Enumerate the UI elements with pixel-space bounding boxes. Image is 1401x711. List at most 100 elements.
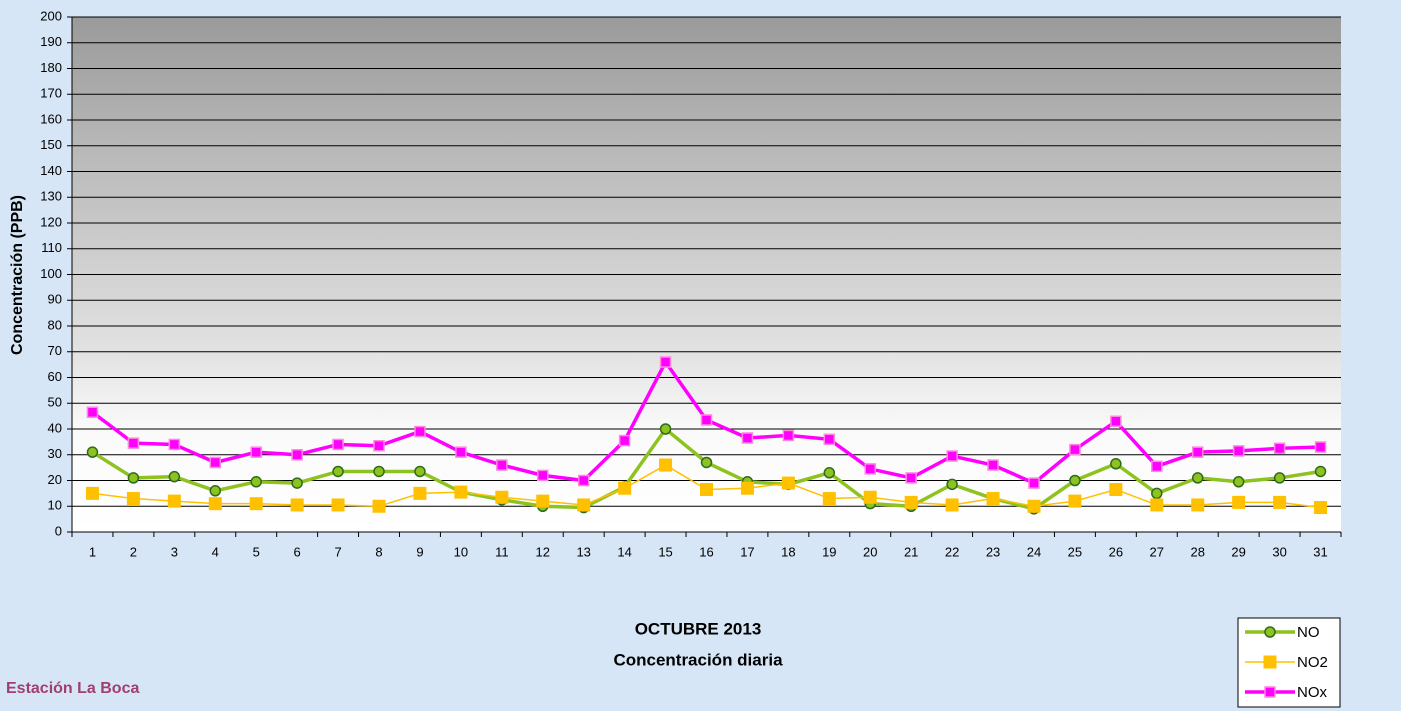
marker bbox=[250, 497, 263, 510]
y-axis-title: Concentración (PPB) bbox=[9, 195, 26, 355]
marker bbox=[946, 498, 959, 511]
marker bbox=[333, 466, 343, 476]
x-tick-label: 14 bbox=[617, 544, 631, 559]
legend-marker bbox=[1264, 656, 1277, 669]
marker bbox=[169, 439, 179, 449]
marker bbox=[292, 450, 302, 460]
marker bbox=[87, 447, 97, 457]
marker bbox=[210, 457, 220, 467]
chart-subtitle: Concentración diaria bbox=[613, 650, 783, 669]
marker bbox=[618, 482, 631, 495]
x-tick-label: 30 bbox=[1272, 544, 1286, 559]
marker bbox=[905, 496, 918, 509]
marker bbox=[1275, 443, 1285, 453]
marker bbox=[413, 487, 426, 500]
x-tick-label: 5 bbox=[253, 544, 260, 559]
x-tick-label: 19 bbox=[822, 544, 836, 559]
marker bbox=[169, 472, 179, 482]
x-tick-label: 13 bbox=[576, 544, 590, 559]
marker bbox=[1029, 478, 1039, 488]
x-tick-label: 6 bbox=[294, 544, 301, 559]
marker bbox=[291, 498, 304, 511]
x-tick-label: 28 bbox=[1190, 544, 1204, 559]
marker bbox=[538, 470, 548, 480]
legend-label: NO bbox=[1297, 624, 1320, 641]
marker bbox=[1314, 501, 1327, 514]
marker bbox=[577, 498, 590, 511]
marker bbox=[127, 492, 140, 505]
marker bbox=[1111, 459, 1121, 469]
y-tick-label: 70 bbox=[48, 343, 62, 358]
marker bbox=[128, 473, 138, 483]
y-tick-label: 170 bbox=[40, 86, 62, 101]
x-tick-label: 24 bbox=[1027, 544, 1041, 559]
marker bbox=[1275, 473, 1285, 483]
marker bbox=[1150, 498, 1163, 511]
x-tick-label: 17 bbox=[740, 544, 754, 559]
x-tick-label: 29 bbox=[1231, 544, 1245, 559]
marker bbox=[495, 491, 508, 504]
marker bbox=[86, 487, 99, 500]
x-tick-label: 22 bbox=[945, 544, 959, 559]
y-tick-label: 20 bbox=[48, 472, 62, 487]
marker bbox=[1068, 495, 1081, 508]
y-tick-label: 190 bbox=[40, 34, 62, 49]
x-tick-label: 2 bbox=[130, 544, 137, 559]
marker bbox=[292, 478, 302, 488]
y-tick-label: 10 bbox=[48, 498, 62, 513]
x-tick-label: 10 bbox=[454, 544, 468, 559]
y-tick-label: 30 bbox=[48, 446, 62, 461]
marker bbox=[1191, 498, 1204, 511]
x-tick-label: 9 bbox=[416, 544, 423, 559]
marker bbox=[702, 457, 712, 467]
marker bbox=[661, 424, 671, 434]
legend-marker bbox=[1265, 627, 1275, 637]
marker bbox=[1111, 416, 1121, 426]
x-tick-label: 1 bbox=[89, 544, 96, 559]
marker bbox=[702, 415, 712, 425]
marker bbox=[824, 468, 834, 478]
y-tick-label: 180 bbox=[40, 60, 62, 75]
marker bbox=[1027, 500, 1040, 513]
chart: Concentración (PPB) OCTUBRE 2013 Concent… bbox=[0, 0, 1401, 711]
station-label: Estación La Boca bbox=[6, 680, 139, 697]
marker bbox=[988, 460, 998, 470]
marker bbox=[373, 500, 386, 513]
marker bbox=[947, 479, 957, 489]
marker bbox=[415, 427, 425, 437]
marker bbox=[700, 483, 713, 496]
marker bbox=[374, 466, 384, 476]
marker bbox=[865, 464, 875, 474]
marker bbox=[209, 497, 222, 510]
marker bbox=[1234, 446, 1244, 456]
marker bbox=[536, 495, 549, 508]
marker bbox=[497, 460, 507, 470]
marker bbox=[415, 466, 425, 476]
marker bbox=[128, 438, 138, 448]
x-tick-label: 3 bbox=[171, 544, 178, 559]
x-tick-label: 16 bbox=[699, 544, 713, 559]
marker bbox=[823, 492, 836, 505]
marker bbox=[579, 476, 589, 486]
marker bbox=[1273, 496, 1286, 509]
y-tick-label: 200 bbox=[40, 8, 62, 23]
y-tick-label: 110 bbox=[41, 240, 62, 255]
marker bbox=[1193, 447, 1203, 457]
marker bbox=[456, 447, 466, 457]
y-tick-label: 150 bbox=[40, 137, 62, 152]
marker bbox=[906, 473, 916, 483]
x-tick-label: 8 bbox=[375, 544, 382, 559]
marker bbox=[1152, 461, 1162, 471]
chart-title: OCTUBRE 2013 bbox=[635, 619, 762, 638]
x-tick-label: 25 bbox=[1068, 544, 1082, 559]
marker bbox=[1232, 496, 1245, 509]
marker bbox=[251, 477, 261, 487]
x-tick-label: 26 bbox=[1109, 544, 1123, 559]
marker bbox=[1152, 488, 1162, 498]
marker bbox=[782, 477, 795, 490]
x-tick-label: 23 bbox=[986, 544, 1000, 559]
y-tick-label: 130 bbox=[40, 189, 62, 204]
marker bbox=[1109, 483, 1122, 496]
y-tick-label: 140 bbox=[40, 163, 62, 178]
y-tick-label: 40 bbox=[48, 420, 62, 435]
